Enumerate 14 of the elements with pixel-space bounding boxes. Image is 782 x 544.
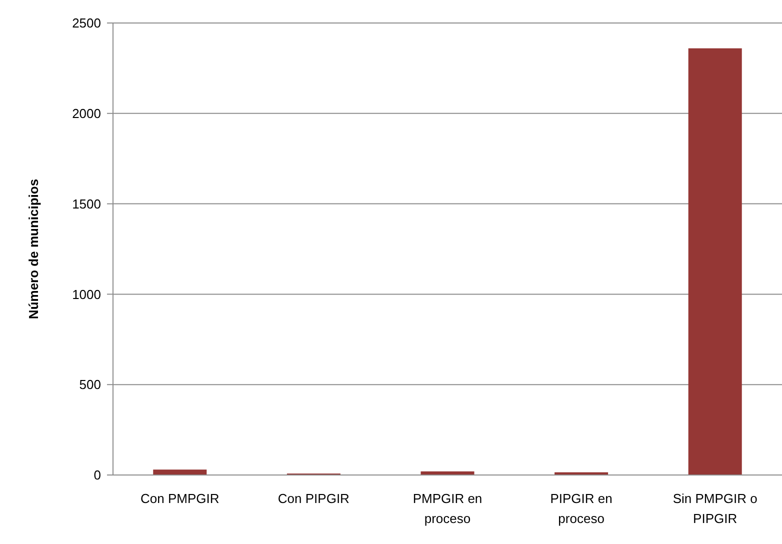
x-tick-label: PIPGIR en proceso (550, 491, 612, 526)
y-tick-label: 1500 (72, 196, 101, 212)
x-tick-label: PMPGIR en proceso (412, 491, 482, 526)
y-tick-label: 2500 (72, 16, 101, 31)
x-tick-label: Sin PMPGIR o PIPGIR (672, 491, 758, 526)
y-tick-label: 2000 (72, 106, 101, 121)
y-tick-label: 500 (79, 377, 101, 392)
bar (688, 48, 742, 475)
bar (153, 470, 207, 475)
y-tick-label: 0 (94, 468, 101, 483)
x-tick-label: Con PIPGIR (278, 491, 350, 506)
x-tick-label: Con PMPGIR (140, 491, 220, 506)
y-tick-label: 1000 (72, 286, 101, 302)
y-axis-title: Número de municipios (26, 178, 41, 320)
